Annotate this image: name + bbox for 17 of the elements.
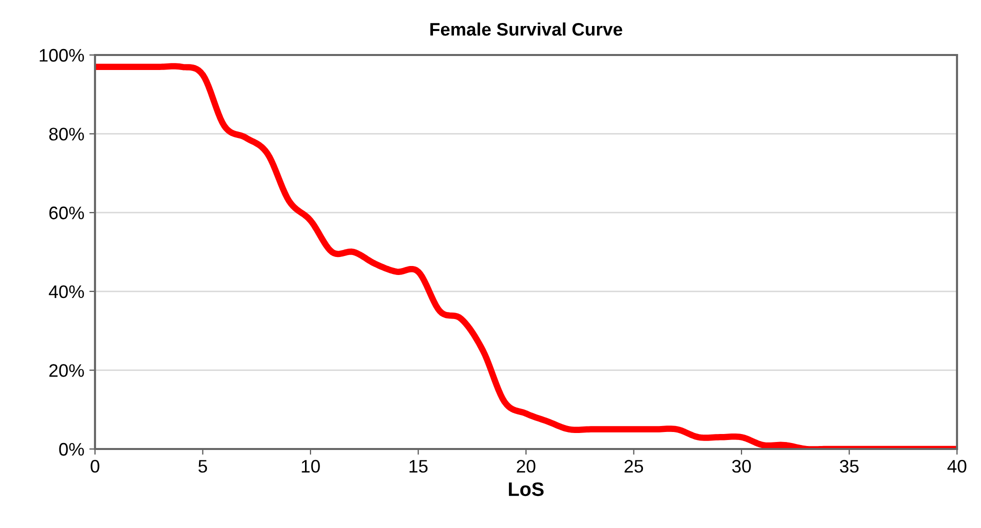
y-tick-label: 100% [40,48,84,62]
x-tick-label: 35 [840,460,859,473]
y-tick-label: 80% [49,128,84,141]
x-tick-label: 25 [624,460,644,473]
y-tick-label: 60% [49,206,84,220]
x-tick-label: 40 [947,460,966,473]
y-tick-label: 20% [49,364,84,377]
x-axis-title: LoS [508,482,544,496]
x-tick-label: 0 [90,460,100,473]
chart-title: Female Survival Curve [430,22,622,36]
x-tick-label: 5 [198,460,208,473]
x-tick-label: 20 [516,460,536,473]
x-tick-label: 30 [732,460,751,473]
x-tick-label: 10 [302,460,320,473]
y-tick-label: 0% [59,442,84,456]
y-tick-label: 40% [48,285,84,298]
x-tick-label: 15 [410,460,428,473]
